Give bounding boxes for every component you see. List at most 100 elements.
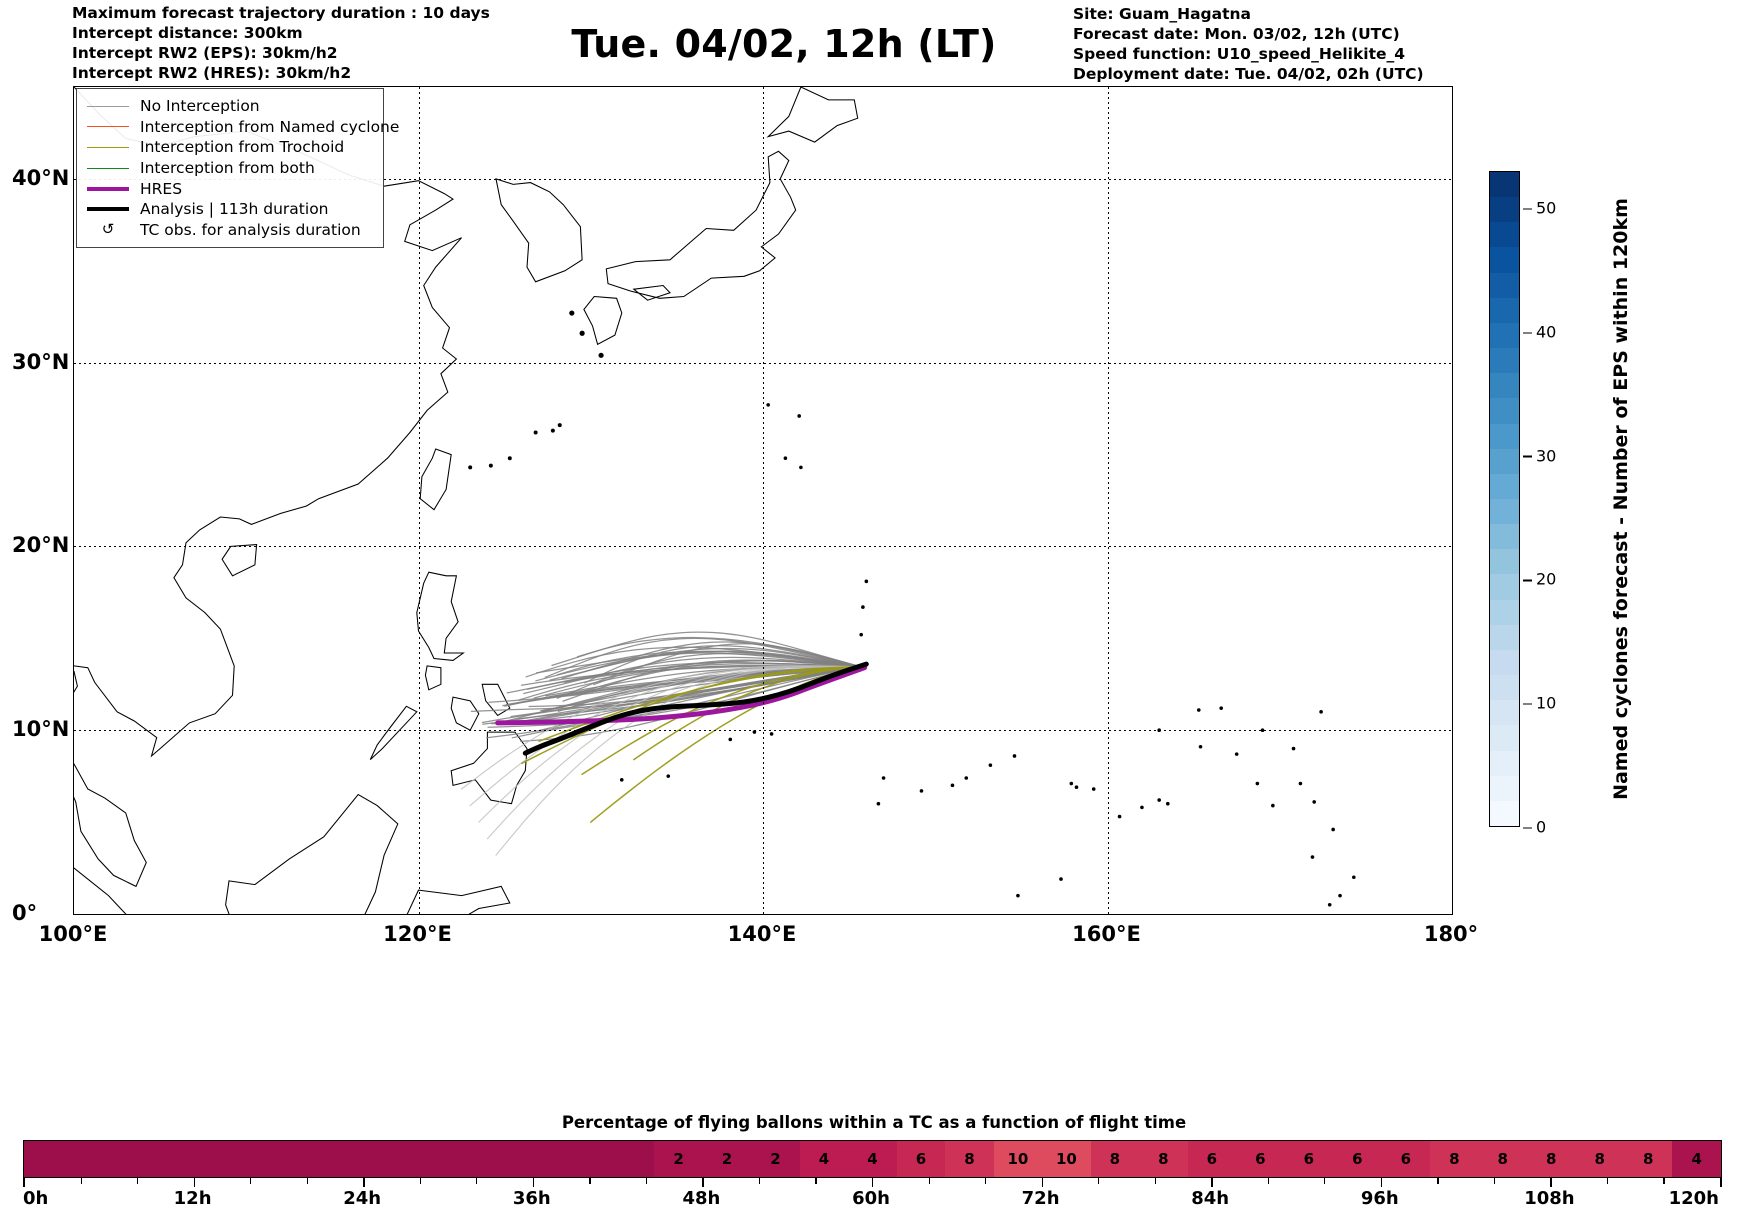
eps-trajectory bbox=[581, 666, 862, 776]
coastline-hainan bbox=[221, 544, 258, 577]
island-marker bbox=[919, 789, 924, 793]
percentage-cell: 8 bbox=[1430, 1141, 1479, 1177]
site-text: Site: Guam_Hagatna bbox=[1073, 5, 1252, 23]
island-marker bbox=[1140, 805, 1144, 810]
time-tick-mark bbox=[80, 1178, 82, 1184]
island-marker bbox=[861, 605, 865, 609]
eps-trajectory bbox=[575, 659, 862, 695]
percentage-cell: 6 bbox=[896, 1141, 946, 1177]
time-tick-mark bbox=[137, 1178, 139, 1184]
colorbar-tick-label: 40 bbox=[1523, 322, 1556, 341]
time-tick-mark bbox=[872, 1178, 874, 1187]
percentage-cell bbox=[460, 1141, 509, 1177]
eps-colorbar bbox=[1489, 171, 1520, 827]
island-marker bbox=[766, 403, 770, 407]
legend-line bbox=[87, 126, 129, 128]
legend-line-swatch bbox=[85, 126, 131, 128]
legend-item-label: Analysis | 113h duration bbox=[140, 200, 329, 219]
percentage-cell bbox=[605, 1141, 655, 1177]
island-ryukyu bbox=[468, 465, 473, 470]
percentage-bar: 2 2 2 4 4 6 8 10 10 8 8 6 6 6 6 6 8 8 8 8 8 4 bbox=[23, 1140, 1722, 1178]
colorbar-tick-label: 0 bbox=[1523, 818, 1546, 837]
colorbar-tick-label: 20 bbox=[1523, 570, 1556, 589]
colorbar-segment bbox=[1490, 675, 1519, 701]
eps-trajectory bbox=[502, 666, 862, 707]
percentage-cell: 8 bbox=[1139, 1141, 1188, 1177]
colorbar-tick-label: 30 bbox=[1523, 446, 1556, 465]
colorbar-segment bbox=[1490, 599, 1519, 625]
time-tick-label: 12h bbox=[173, 1188, 212, 1209]
eps-trajectory bbox=[478, 665, 862, 823]
colorbar-segment bbox=[1490, 750, 1519, 776]
time-tick-label: 96h bbox=[1360, 1188, 1399, 1209]
time-tick-mark bbox=[476, 1178, 478, 1184]
coastline-mainland bbox=[74, 87, 462, 758]
island-marker bbox=[1117, 814, 1122, 819]
island-marker bbox=[1219, 706, 1223, 710]
island-marker bbox=[728, 737, 733, 742]
coastline-mindoro bbox=[424, 665, 442, 691]
deployment-date-text: Deployment date: Tue. 04/02, 02h (UTC) bbox=[1073, 64, 1424, 83]
percentage-cell bbox=[411, 1141, 461, 1177]
time-tick-mark bbox=[1211, 1178, 1213, 1187]
percentage-cell bbox=[508, 1141, 558, 1177]
time-tick-mark bbox=[1550, 1178, 1552, 1187]
percentage-cell: 10 bbox=[1042, 1141, 1091, 1177]
time-tick-label: 120h bbox=[1668, 1188, 1719, 1209]
gridline-lon bbox=[763, 87, 764, 914]
time-tick-mark bbox=[1493, 1178, 1496, 1184]
time-tick-label: 24h bbox=[343, 1188, 382, 1209]
coastline-hokkaido bbox=[766, 87, 859, 143]
island-marker bbox=[1196, 708, 1201, 712]
legend-line-swatch bbox=[85, 105, 131, 107]
map-canvas bbox=[74, 87, 1356, 914]
flight-time-axis bbox=[23, 1178, 1722, 1187]
page-title: Tue. 04/02, 12h (LT) bbox=[0, 22, 1748, 66]
island-marker bbox=[1165, 801, 1170, 806]
longitude-tick-label: 120°E bbox=[383, 922, 452, 946]
island-ryukyu bbox=[557, 423, 562, 428]
colorbar-segment bbox=[1490, 775, 1519, 801]
gridline-lon bbox=[1452, 87, 1453, 914]
time-tick-mark bbox=[532, 1178, 535, 1187]
colorbar-segment bbox=[1490, 700, 1519, 726]
legend-line bbox=[87, 186, 129, 191]
time-tick-mark bbox=[1606, 1178, 1609, 1184]
time-tick-mark bbox=[702, 1178, 704, 1187]
island-marker bbox=[797, 414, 801, 418]
time-tick-mark bbox=[1154, 1178, 1156, 1184]
legend-item-label: Interception from Named cyclone bbox=[140, 117, 400, 136]
island-marker bbox=[1157, 798, 1161, 802]
colorbar-segment bbox=[1490, 800, 1519, 826]
island-marker bbox=[799, 465, 803, 470]
eps-trajectory bbox=[511, 666, 862, 739]
max-duration-text: Maximum forecast trajectory duration : 1… bbox=[72, 4, 490, 22]
legend-item-label: HRES bbox=[140, 179, 183, 198]
eps-trajectory bbox=[525, 646, 862, 678]
speed-function-text: Speed function: U10_speed_Helikite_4 bbox=[1073, 44, 1406, 63]
island-marker bbox=[1298, 781, 1303, 786]
time-tick-mark bbox=[1380, 1178, 1383, 1187]
time-tick-mark bbox=[363, 1178, 365, 1187]
colorbar-segment bbox=[1490, 373, 1519, 399]
coastline-sulawesi bbox=[406, 885, 511, 914]
legend-line-swatch bbox=[85, 207, 131, 212]
gridline-lat bbox=[74, 730, 1452, 732]
latitude-tick-label: 20°N bbox=[12, 533, 70, 558]
colorbar-segment bbox=[1490, 524, 1519, 550]
percentage-cell bbox=[72, 1141, 121, 1177]
eps-trajectory bbox=[523, 656, 862, 695]
gridline-lat bbox=[74, 362, 1452, 364]
intercept-rw2-hres-text: Intercept RW2 (HRES): 30km/h2 bbox=[72, 63, 352, 82]
longitude-tick-label: 180° bbox=[1423, 922, 1479, 946]
island-marker bbox=[1312, 800, 1316, 804]
percentage-cell: 8 bbox=[1478, 1141, 1528, 1177]
eps-trajectory bbox=[495, 665, 868, 726]
legend-line-swatch bbox=[85, 167, 131, 169]
island-marker bbox=[1016, 893, 1020, 898]
latitude-tick-label: 30°N bbox=[12, 349, 70, 374]
island-marker bbox=[1059, 877, 1063, 881]
island-marker bbox=[1069, 781, 1074, 786]
percentage-cell bbox=[314, 1141, 364, 1177]
island-marker bbox=[964, 776, 969, 780]
